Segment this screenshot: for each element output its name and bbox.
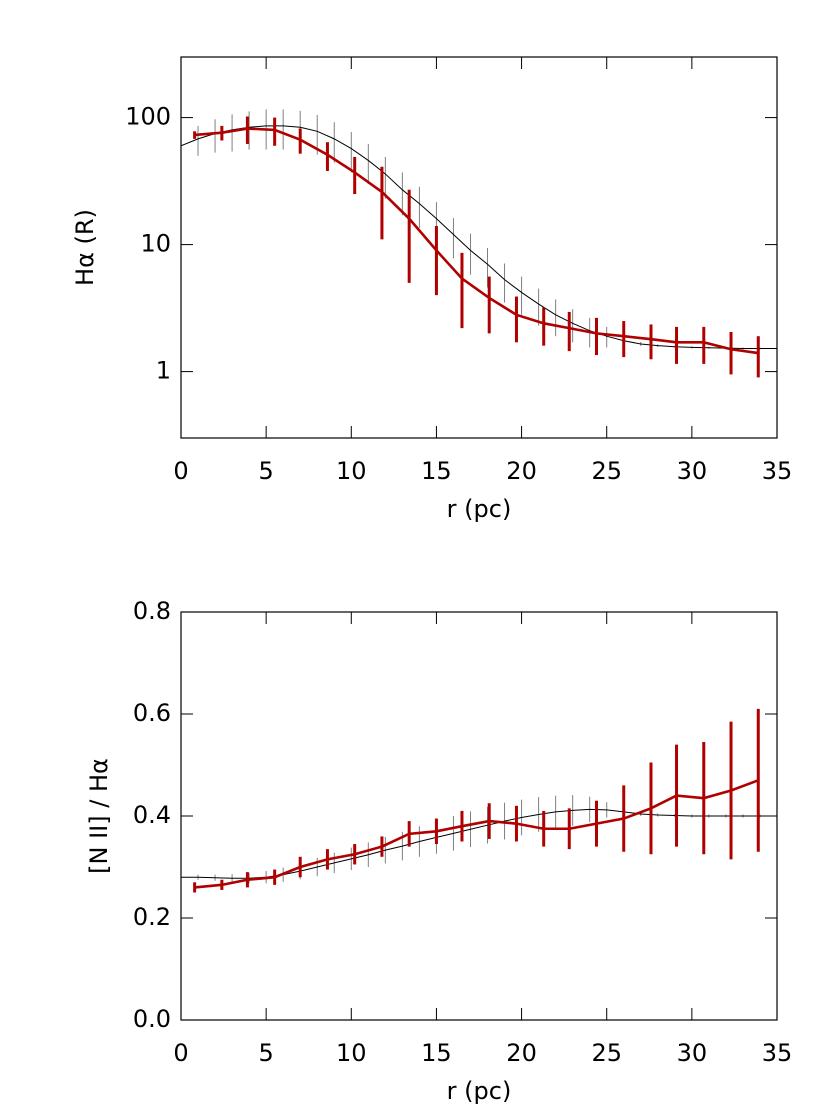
y-tick-label: 100 xyxy=(125,103,171,131)
x-axis-label: r (pc) xyxy=(447,1077,512,1105)
x-tick-label: 20 xyxy=(506,1039,537,1067)
panel: 0 5 10 15 20 25 30 35 1 10 100 r (pc) Hα (R) xyxy=(71,56,793,523)
axes-frame xyxy=(180,56,778,439)
x-tick-label: 0 xyxy=(173,457,188,485)
series-line xyxy=(194,779,759,889)
y-tick-label: 0.6 xyxy=(133,699,171,727)
x-tick-label: 10 xyxy=(336,1039,367,1067)
y-axis-label: [N II] / Hα xyxy=(85,758,113,874)
y-tick-label: 0.4 xyxy=(133,801,171,829)
y-tick-label: 0.0 xyxy=(133,1005,171,1033)
x-tick-label: 5 xyxy=(259,1039,274,1067)
x-tick-label: 15 xyxy=(421,1039,452,1067)
x-tick-label: 35 xyxy=(762,1039,793,1067)
y-tick-label: 10 xyxy=(140,230,171,258)
y-tick-label: 0.2 xyxy=(133,903,171,931)
plot-area xyxy=(181,708,777,893)
x-tick-label: 30 xyxy=(677,457,708,485)
series-line xyxy=(194,127,759,355)
plot-area xyxy=(181,109,777,378)
x-tick-label: 25 xyxy=(591,457,622,485)
y-tick-label: 0.8 xyxy=(133,597,171,625)
x-tick-label: 25 xyxy=(591,1039,622,1067)
x-tick-label: 20 xyxy=(506,457,537,485)
series-line xyxy=(181,125,777,349)
y-axis-label: Hα (R) xyxy=(71,209,99,286)
x-tick-label: 15 xyxy=(421,457,452,485)
x-tick-label: 0 xyxy=(173,1039,188,1067)
x-tick-label: 35 xyxy=(762,457,793,485)
x-tick-label: 5 xyxy=(259,457,274,485)
x-axis-label: r (pc) xyxy=(447,495,512,523)
y-tick-label: 1 xyxy=(156,357,171,385)
series-line xyxy=(181,808,777,879)
x-tick-label: 10 xyxy=(336,457,367,485)
x-tick-label: 30 xyxy=(677,1039,708,1067)
panel: 0 5 10 15 20 25 30 35 0.0 0.2 0.4 0.6 0.8 r (pc) [N II… xyxy=(85,597,792,1105)
